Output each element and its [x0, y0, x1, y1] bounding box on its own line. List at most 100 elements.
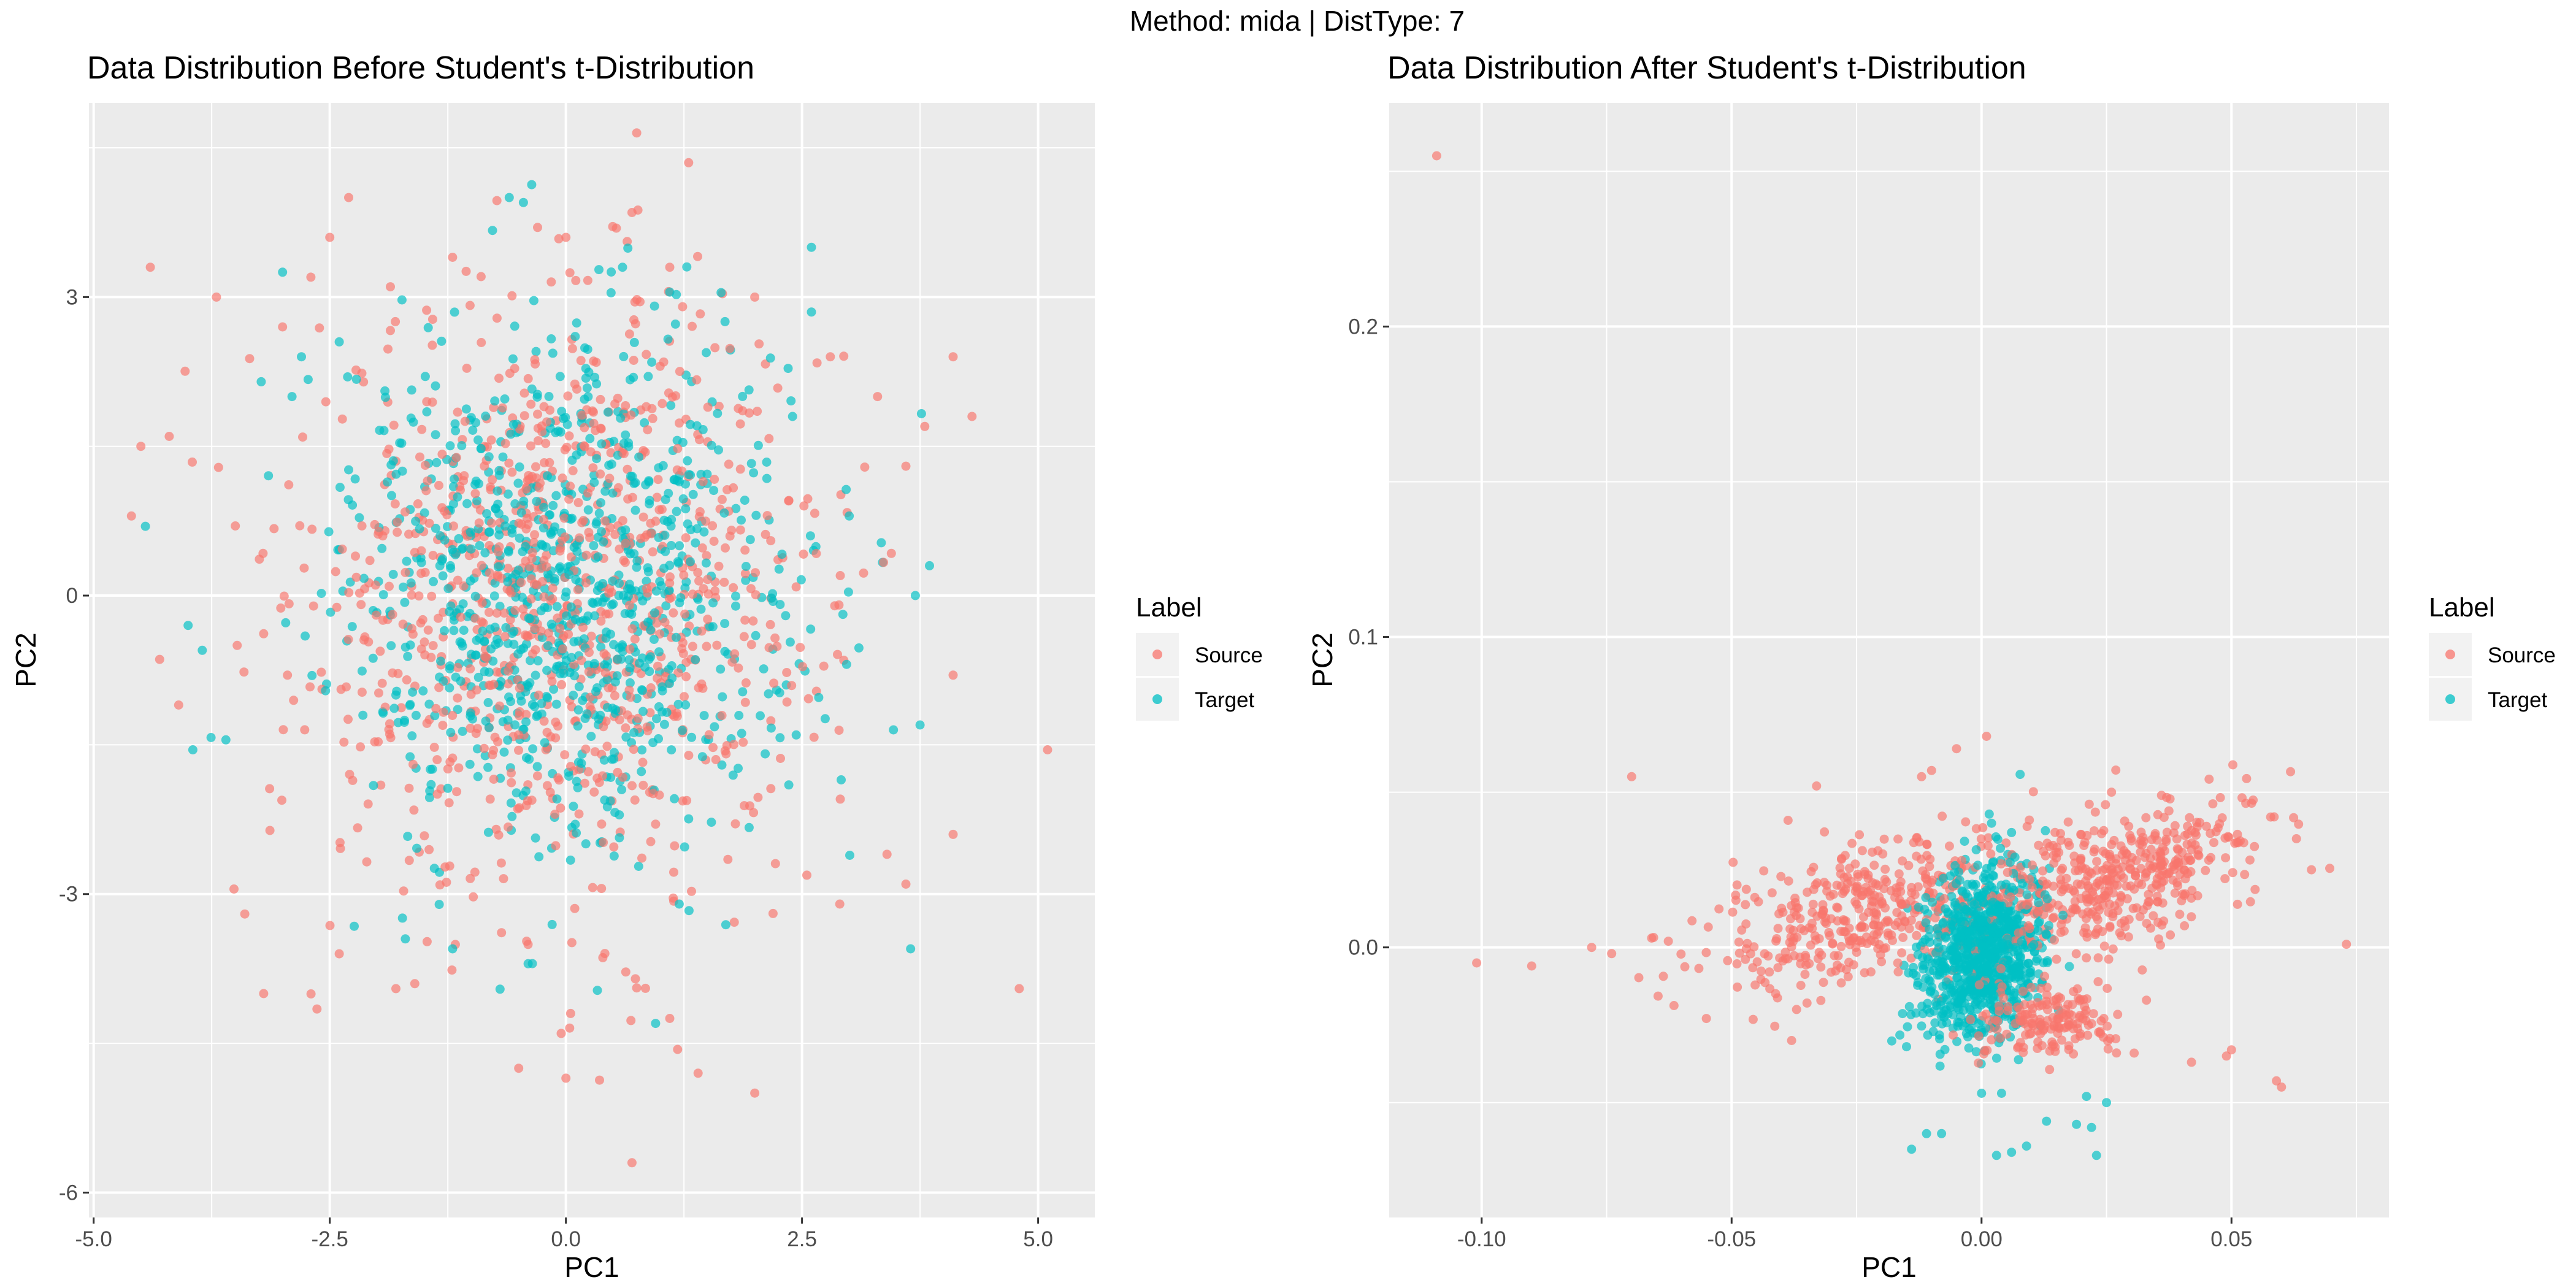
after-point-target — [1942, 995, 1952, 1005]
after-point-target — [1935, 1061, 1945, 1071]
panel-after-grid — [1389, 103, 2389, 1217]
after-point-source — [2047, 1037, 2057, 1047]
after-point-source — [2076, 830, 2086, 840]
after-point-target — [2003, 907, 2013, 917]
before-point-source — [563, 391, 573, 401]
before-point-target — [388, 570, 398, 579]
before-point-source — [337, 544, 347, 554]
after-point-target — [1929, 1006, 1939, 1016]
before-point-source — [679, 570, 689, 580]
panel-before-x-axis-title: PC1 — [564, 1251, 619, 1283]
before-point-source — [548, 594, 558, 604]
after-point-target — [1974, 906, 1984, 916]
before-point-target — [597, 439, 607, 449]
before-point-source — [637, 853, 646, 863]
after-point-source — [2003, 1006, 2012, 1016]
before-point-source — [591, 358, 601, 367]
before-point-source — [577, 656, 586, 665]
before-point-target — [471, 418, 481, 427]
before-point-target — [506, 429, 516, 439]
after-point-source — [2120, 922, 2130, 932]
before-point-target — [481, 412, 491, 421]
before-point-target — [845, 851, 854, 860]
before-point-source — [596, 616, 606, 626]
before-point-target — [443, 584, 453, 594]
before-point-source — [547, 677, 557, 686]
before-point-source — [578, 516, 588, 525]
before-point-target — [503, 577, 513, 586]
after-point-target — [1969, 881, 1979, 891]
before-point-target — [369, 781, 378, 791]
before-point-target — [762, 458, 772, 467]
after-point-source — [2233, 899, 2242, 909]
before-point-source — [770, 859, 780, 868]
before-point-source — [504, 666, 513, 676]
before-point-target — [592, 986, 602, 995]
before-point-source — [573, 585, 583, 595]
before-point-target — [661, 601, 671, 611]
before-point-target — [699, 527, 709, 537]
before-point-target — [611, 705, 621, 715]
before-point-source — [470, 489, 480, 499]
before-point-target — [445, 607, 454, 616]
before-point-target — [672, 435, 682, 445]
before-point-target — [696, 604, 706, 614]
before-point-source — [393, 517, 402, 527]
before-point-target — [468, 426, 478, 435]
before-point-target — [647, 358, 657, 367]
before-point-source — [627, 781, 637, 791]
before-point-target — [583, 611, 593, 621]
before-point-source — [632, 295, 642, 304]
before-point-target — [660, 531, 670, 540]
after-point-target — [1918, 937, 1928, 947]
before-point-target — [256, 377, 266, 386]
before-point-source — [624, 685, 634, 695]
before-point-target — [656, 581, 666, 591]
before-point-target — [631, 505, 640, 515]
after-point-source — [2082, 994, 2091, 1004]
before-point-source — [422, 305, 432, 315]
before-point-source — [627, 493, 637, 502]
before-point-target — [357, 666, 367, 676]
before-point-target — [457, 441, 467, 451]
before-point-target — [450, 307, 459, 317]
before-point-target — [480, 548, 490, 558]
before-point-source — [621, 401, 631, 410]
before-point-source — [741, 678, 751, 688]
before-point-target — [654, 734, 663, 743]
before-point-source — [534, 483, 544, 493]
before-point-source — [708, 743, 718, 753]
before-point-target — [710, 722, 719, 732]
before-point-source — [580, 778, 589, 788]
after-point-target — [1935, 1034, 1944, 1044]
after-point-source — [2186, 856, 2196, 865]
before-point-target — [436, 656, 445, 666]
before-point-target — [632, 562, 642, 572]
before-point-source — [604, 683, 613, 692]
before-point-target — [644, 477, 654, 487]
panel-before-title: Data Distribution Before Student's t-Dis… — [87, 50, 754, 86]
before-point-source — [561, 232, 571, 242]
before-point-source — [494, 830, 504, 840]
before-point-source — [477, 338, 486, 347]
before-point-target — [316, 589, 326, 598]
after-point-source — [1773, 963, 1783, 973]
panel-after-background — [1389, 103, 2389, 1217]
before-point-source — [453, 575, 462, 585]
before-point-target — [589, 478, 599, 488]
after-point-source — [2098, 927, 2107, 937]
before-point-target — [403, 651, 413, 661]
after-point-source — [2291, 834, 2301, 843]
after-point-source — [2083, 1030, 2093, 1040]
before-point-source — [306, 989, 316, 999]
before-point-source — [819, 661, 829, 671]
before-point-source — [648, 547, 657, 557]
before-point-target — [623, 243, 633, 253]
after-point-source — [2068, 904, 2078, 914]
before-point-target — [478, 626, 488, 636]
before-point-target — [516, 696, 526, 706]
before-point-source — [657, 399, 667, 408]
after-point-source — [1634, 973, 1644, 983]
after-point-target — [1982, 969, 1991, 978]
after-point-target — [2087, 1122, 2096, 1132]
